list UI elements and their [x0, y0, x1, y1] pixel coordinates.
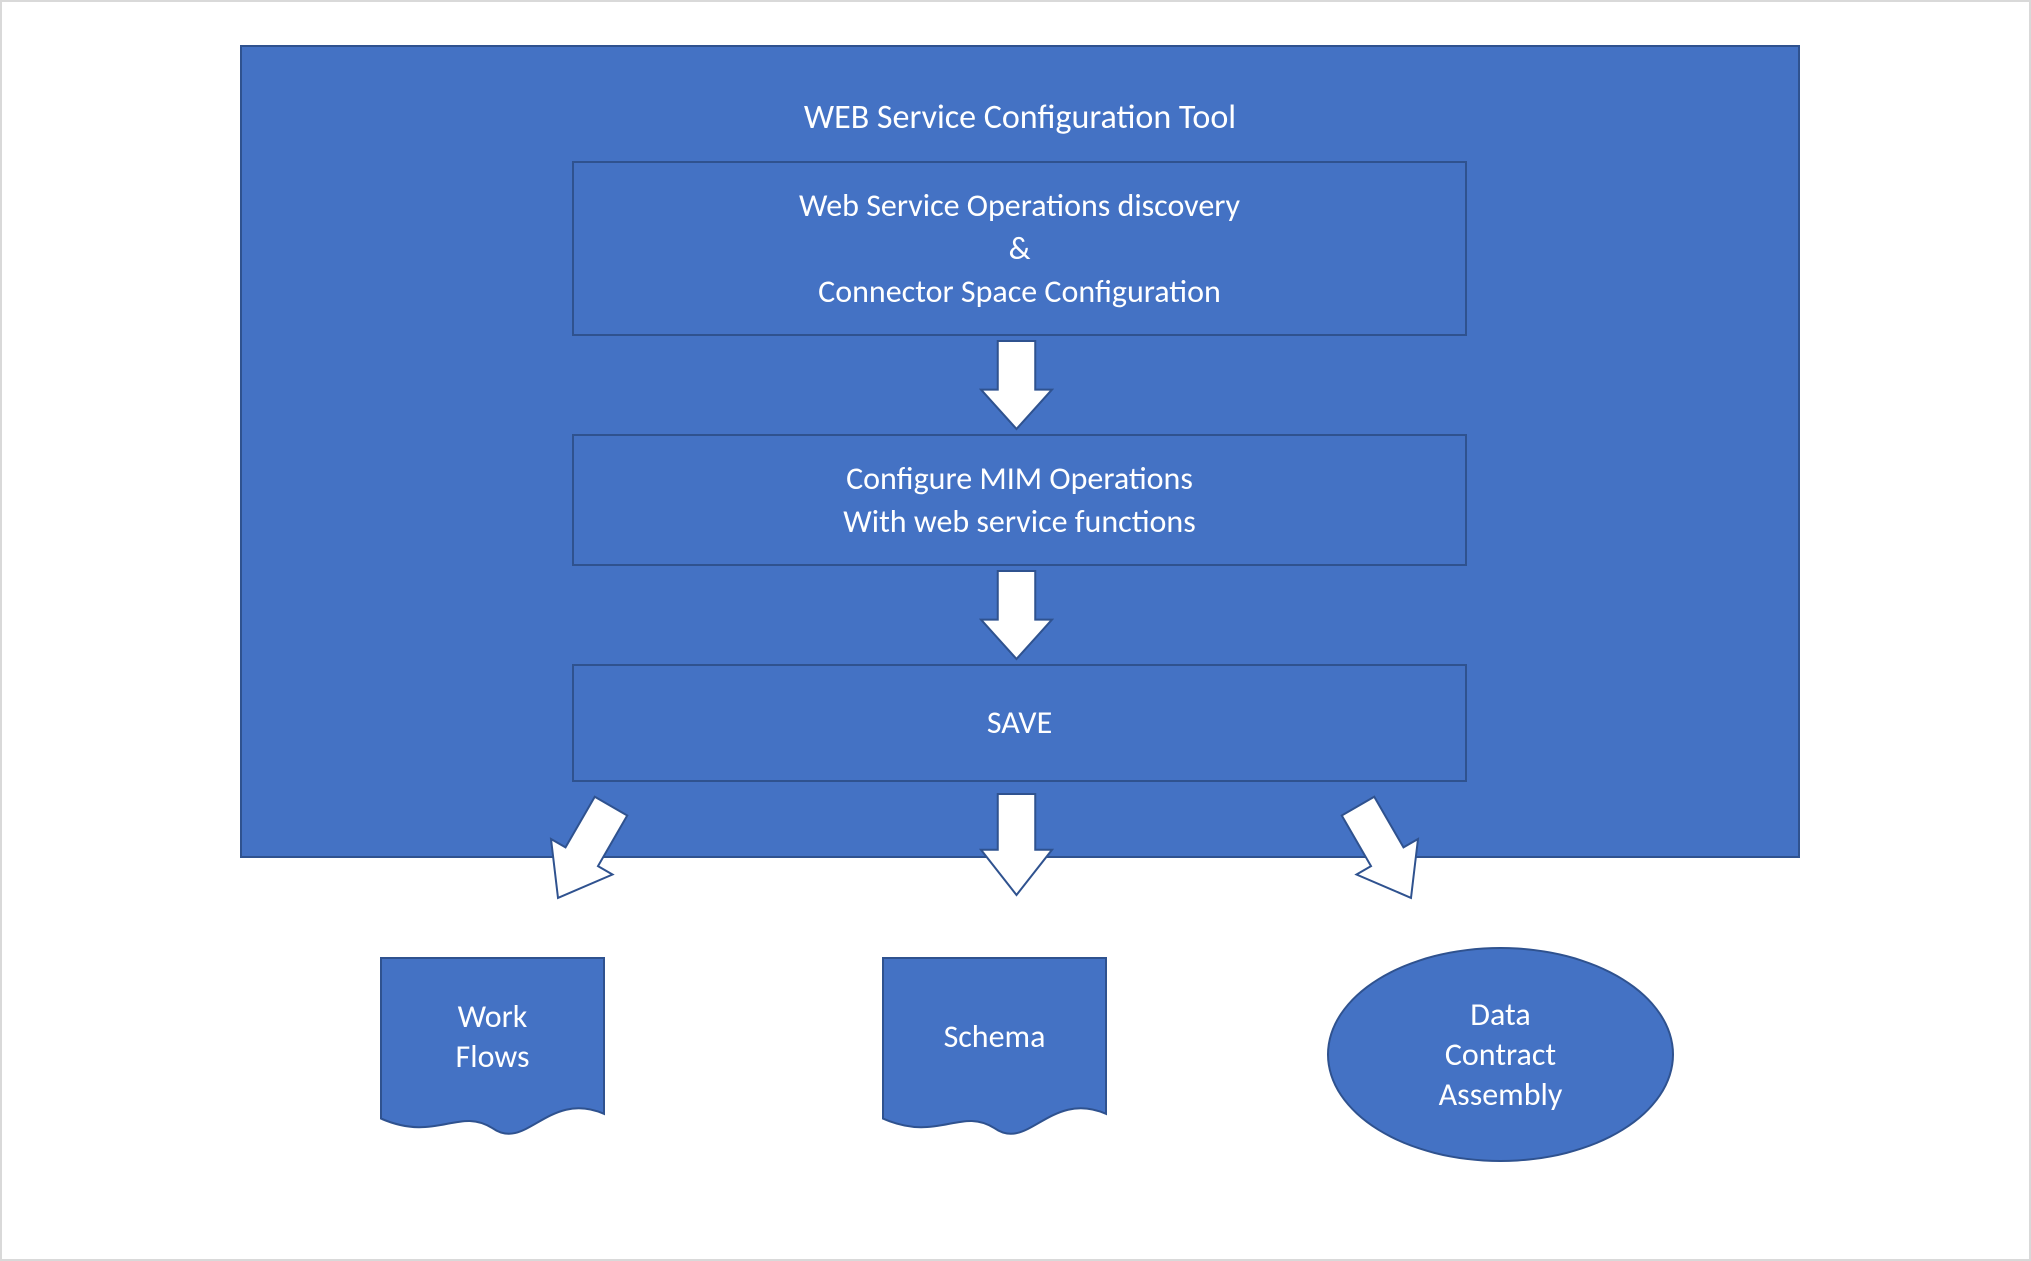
box-configure-line-2: With web service functions	[843, 500, 1195, 543]
output-workflows-line-2: Flows	[380, 1037, 605, 1077]
output-dc-line-1: Data	[1439, 995, 1563, 1035]
box-configure: Configure MIM Operations With web servic…	[572, 434, 1467, 566]
box-save: SAVE	[572, 664, 1467, 782]
output-workflows: Work Flows	[380, 957, 605, 1157]
box-discovery-line-2: &	[1009, 227, 1031, 270]
main-container-title: WEB Service Configuration Tool	[242, 97, 1798, 138]
box-configure-line-1: Configure MIM Operations	[846, 457, 1193, 500]
output-data-contract-label: Data Contract Assembly	[1439, 995, 1563, 1115]
diagram-canvas: WEB Service Configuration Tool Web Servi…	[0, 0, 2031, 1261]
arrow-2	[979, 569, 1054, 661]
output-dc-line-3: Assembly	[1439, 1075, 1563, 1115]
box-discovery-line-3: Connector Space Configuration	[818, 270, 1221, 313]
output-dc-line-2: Contract	[1439, 1035, 1563, 1075]
output-workflows-label: Work Flows	[380, 997, 605, 1077]
arrow-4	[979, 792, 1054, 897]
box-discovery: Web Service Operations discovery & Conne…	[572, 161, 1467, 336]
output-data-contract: Data Contract Assembly	[1327, 947, 1674, 1162]
output-schema-label: Schema	[882, 1017, 1107, 1057]
output-schema-line-1: Schema	[882, 1017, 1107, 1057]
box-discovery-line-1: Web Service Operations discovery	[799, 184, 1240, 227]
output-workflows-line-1: Work	[380, 997, 605, 1037]
arrow-1	[979, 339, 1054, 431]
box-save-line-1: SAVE	[987, 701, 1052, 744]
output-schema: Schema	[882, 957, 1107, 1157]
